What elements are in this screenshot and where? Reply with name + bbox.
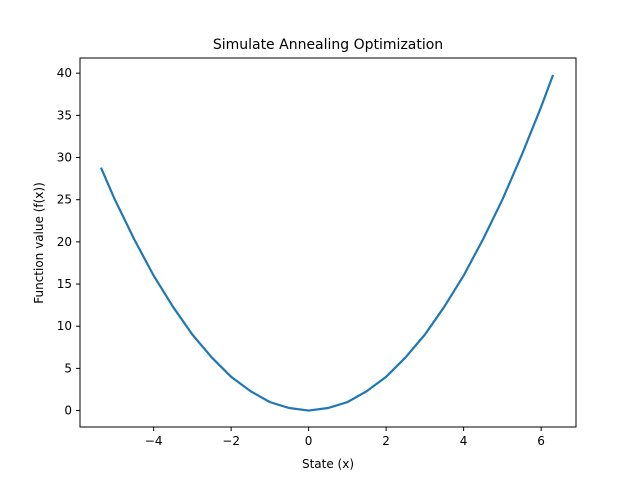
y-tick-label-8: 40 <box>57 66 72 80</box>
y-tick-label-5: 25 <box>57 193 72 207</box>
chart-title: Simulate Annealing Optimization <box>213 37 443 53</box>
x-tick-label-0: −4 <box>145 434 163 448</box>
x-tick-label-5: 6 <box>537 434 545 448</box>
y-tick-label-1: 5 <box>64 361 72 375</box>
plot-area: −4 −2 0 2 4 6 0 5 10 15 20 25 30 35 40 <box>57 57 577 448</box>
y-tick-label-0: 0 <box>64 404 72 418</box>
x-tick-label-1: −2 <box>222 434 240 448</box>
y-tick-label-7: 35 <box>57 108 72 122</box>
axes-frame <box>79 57 577 428</box>
x-tick-label-2: 0 <box>305 434 313 448</box>
y-tick-label-2: 10 <box>57 319 72 333</box>
y-tick-label-3: 15 <box>57 277 72 291</box>
y-tick-label-4: 20 <box>57 235 72 249</box>
x-tick-label-4: 4 <box>460 434 468 448</box>
series-line-0 <box>100 74 554 412</box>
x-tick-label-3: 2 <box>382 434 390 448</box>
x-axis-label: State (x) <box>302 457 354 471</box>
y-tick-label-6: 30 <box>57 151 72 165</box>
y-axis-label: Function value (f(x)) <box>32 182 46 304</box>
